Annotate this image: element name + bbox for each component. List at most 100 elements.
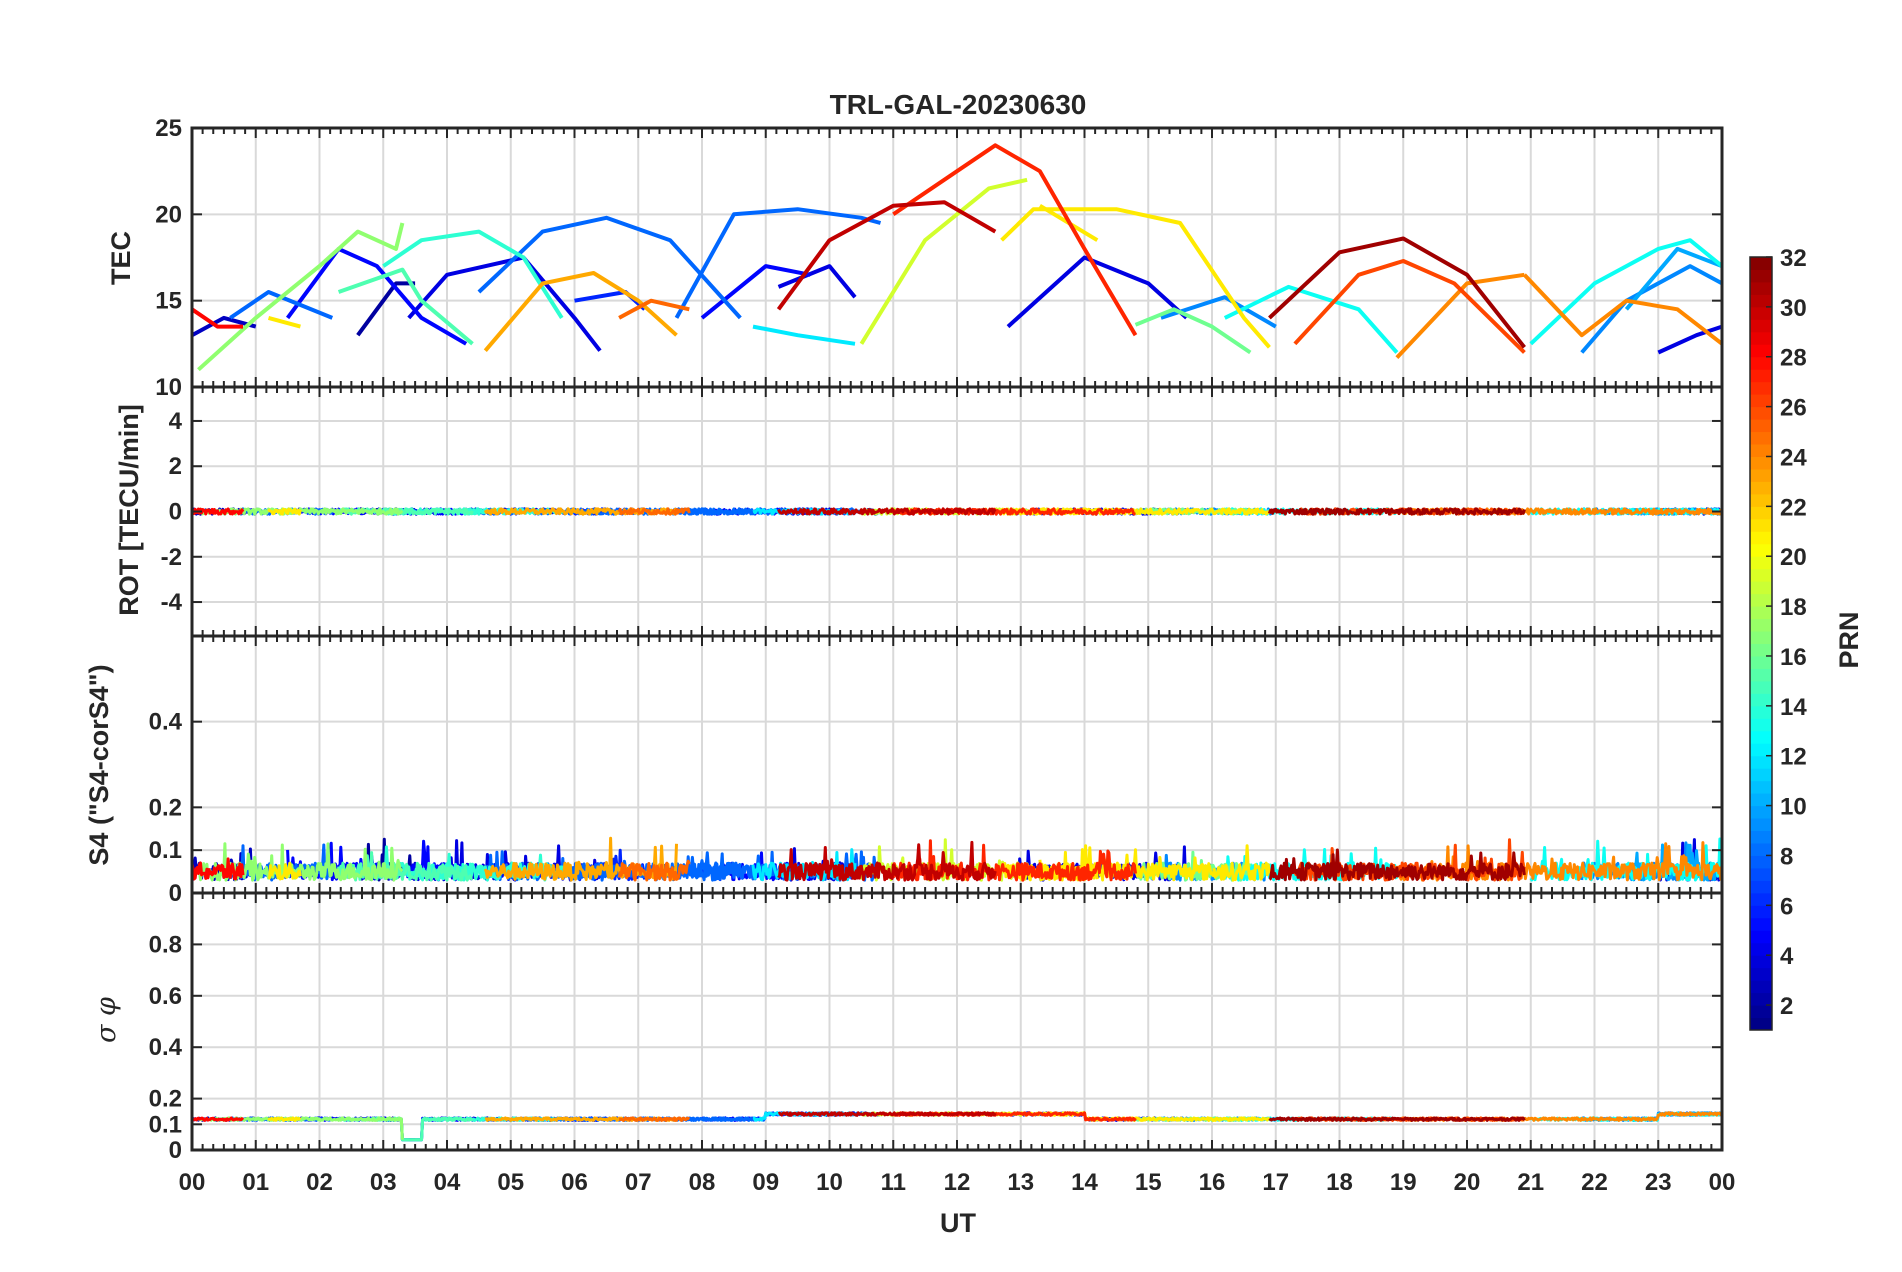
colorbar-segment (1750, 842, 1772, 856)
tec-series-line (777, 264, 857, 299)
y-tick-label: 0.1 (149, 837, 182, 864)
colorbar-segment (1750, 319, 1772, 333)
colorbar-segment (1750, 955, 1772, 969)
sigma-series-line (1523, 1111, 1723, 1122)
rot-series-line (1523, 507, 1724, 516)
colorbar-segment (1750, 743, 1772, 757)
x-tick-label: 10 (816, 1169, 843, 1196)
colorbar-tick-label: 6 (1780, 893, 1793, 920)
colorbar-tick-label: 10 (1780, 794, 1807, 821)
colorbar-segment (1750, 294, 1772, 308)
y-tick-label: 0.4 (149, 1034, 183, 1061)
rot-series-line (617, 507, 691, 516)
x-tick-label: 08 (689, 1169, 716, 1196)
colorbar-frame (1749, 256, 1773, 1031)
x-tick-label: 12 (944, 1169, 971, 1196)
y-tick-label: 0.2 (149, 1086, 182, 1113)
colorbar-tick-label: 20 (1780, 544, 1807, 571)
ylabel-tec: TEC (106, 231, 136, 285)
tec-series-line (1395, 272, 1525, 359)
tec-series-line (337, 267, 474, 346)
colorbar-segment (1750, 805, 1772, 819)
colorbar-segment (1750, 967, 1772, 981)
colorbar-segment (1750, 518, 1772, 532)
colorbar-segment (1750, 269, 1772, 283)
tec-series-line (1522, 273, 1724, 346)
colorbar-segment (1750, 257, 1772, 270)
colorbar-segment (1750, 556, 1772, 570)
colorbar-segment (1750, 431, 1772, 445)
x-tick-label: 06 (561, 1169, 588, 1196)
colorbar-tick-label: 12 (1780, 744, 1807, 771)
colorbar-tick-label: 8 (1780, 843, 1793, 870)
y-tick-label: 4 (169, 408, 183, 435)
x-tick-label: 00 (179, 1169, 206, 1196)
colorbar-segment (1750, 643, 1772, 657)
x-tick-label: 23 (1645, 1169, 1672, 1196)
rot-series-line (777, 507, 997, 516)
s4-series-line (891, 839, 1137, 882)
y-tick-label: -2 (161, 544, 182, 571)
colorbar-segment (1750, 568, 1772, 582)
colorbar-segment (1750, 917, 1772, 931)
colorbar-segment (1750, 855, 1772, 869)
y-tick-label: 15 (155, 288, 182, 315)
s4-series-line (267, 861, 302, 881)
colorbar-label: PRN (1834, 611, 1864, 668)
tec-series-line (197, 222, 405, 372)
y-tick-label: 0.2 (149, 794, 182, 821)
colorbar-segment (1750, 818, 1772, 832)
ylabel-s4: S4 ("S4-corS4") (84, 664, 114, 865)
y-tick-label: 20 (155, 201, 182, 228)
sigma-series-line (777, 1111, 997, 1117)
x-tick-label: 00 (1709, 1169, 1736, 1196)
sigma-series-line (267, 1116, 302, 1122)
tec-series-line (1529, 238, 1724, 346)
colorbar-tick-label: 24 (1780, 444, 1807, 471)
colorbar-segment (1750, 780, 1772, 794)
x-tick-label: 09 (752, 1169, 779, 1196)
sigma-series-line (338, 1116, 474, 1142)
colorbar-tick-label: 4 (1780, 943, 1794, 970)
colorbar-segment (1750, 356, 1772, 370)
tec-series-line (1006, 255, 1188, 329)
rot-series-line (267, 507, 302, 516)
x-tick-label: 16 (1199, 1169, 1226, 1196)
colorbar-segment (1750, 593, 1772, 607)
x-tick-label: 13 (1007, 1169, 1034, 1196)
y-tick-label: 0.1 (149, 1111, 182, 1138)
x-tick-label: 14 (1071, 1169, 1098, 1196)
tec-series-line (859, 177, 1028, 345)
y-tick-label: 0 (169, 880, 182, 907)
y-tick-label: -4 (161, 589, 183, 616)
colorbar-tick-label: 22 (1780, 494, 1807, 521)
colorbar-segment (1750, 394, 1772, 408)
x-tick-label: 15 (1135, 1169, 1162, 1196)
s4-series-line (777, 840, 997, 882)
y-tick-label: 0.4 (149, 709, 183, 736)
colorbar-tick-label: 2 (1780, 993, 1793, 1020)
tec-series-line (382, 229, 564, 319)
colorbar-segment (1750, 1005, 1772, 1019)
colorbar-tick-label: 32 (1780, 245, 1807, 272)
colorbar-tick-label: 18 (1780, 594, 1807, 621)
colorbar-segment (1750, 481, 1772, 495)
tec-series-line (407, 255, 602, 352)
xlabel: UT (940, 1208, 976, 1238)
colorbar-segment (1750, 493, 1772, 507)
colorbar-segment (1750, 793, 1772, 807)
colorbar-segment (1750, 606, 1772, 620)
colorbar-segment (1750, 668, 1772, 682)
x-tick-label: 02 (306, 1169, 333, 1196)
ylabel-sigma-phi: σ φ (91, 997, 122, 1043)
colorbar-segment (1750, 506, 1772, 520)
colorbar-segment (1750, 344, 1772, 358)
tec-series-line (1657, 324, 1723, 355)
colorbar-tick-label: 30 (1780, 295, 1807, 322)
colorbar-segment (1750, 419, 1772, 433)
tec-series-line (1134, 307, 1252, 355)
colorbar-segment (1750, 730, 1772, 744)
colorbar-segment (1750, 867, 1772, 881)
colorbar-segment (1750, 768, 1772, 782)
